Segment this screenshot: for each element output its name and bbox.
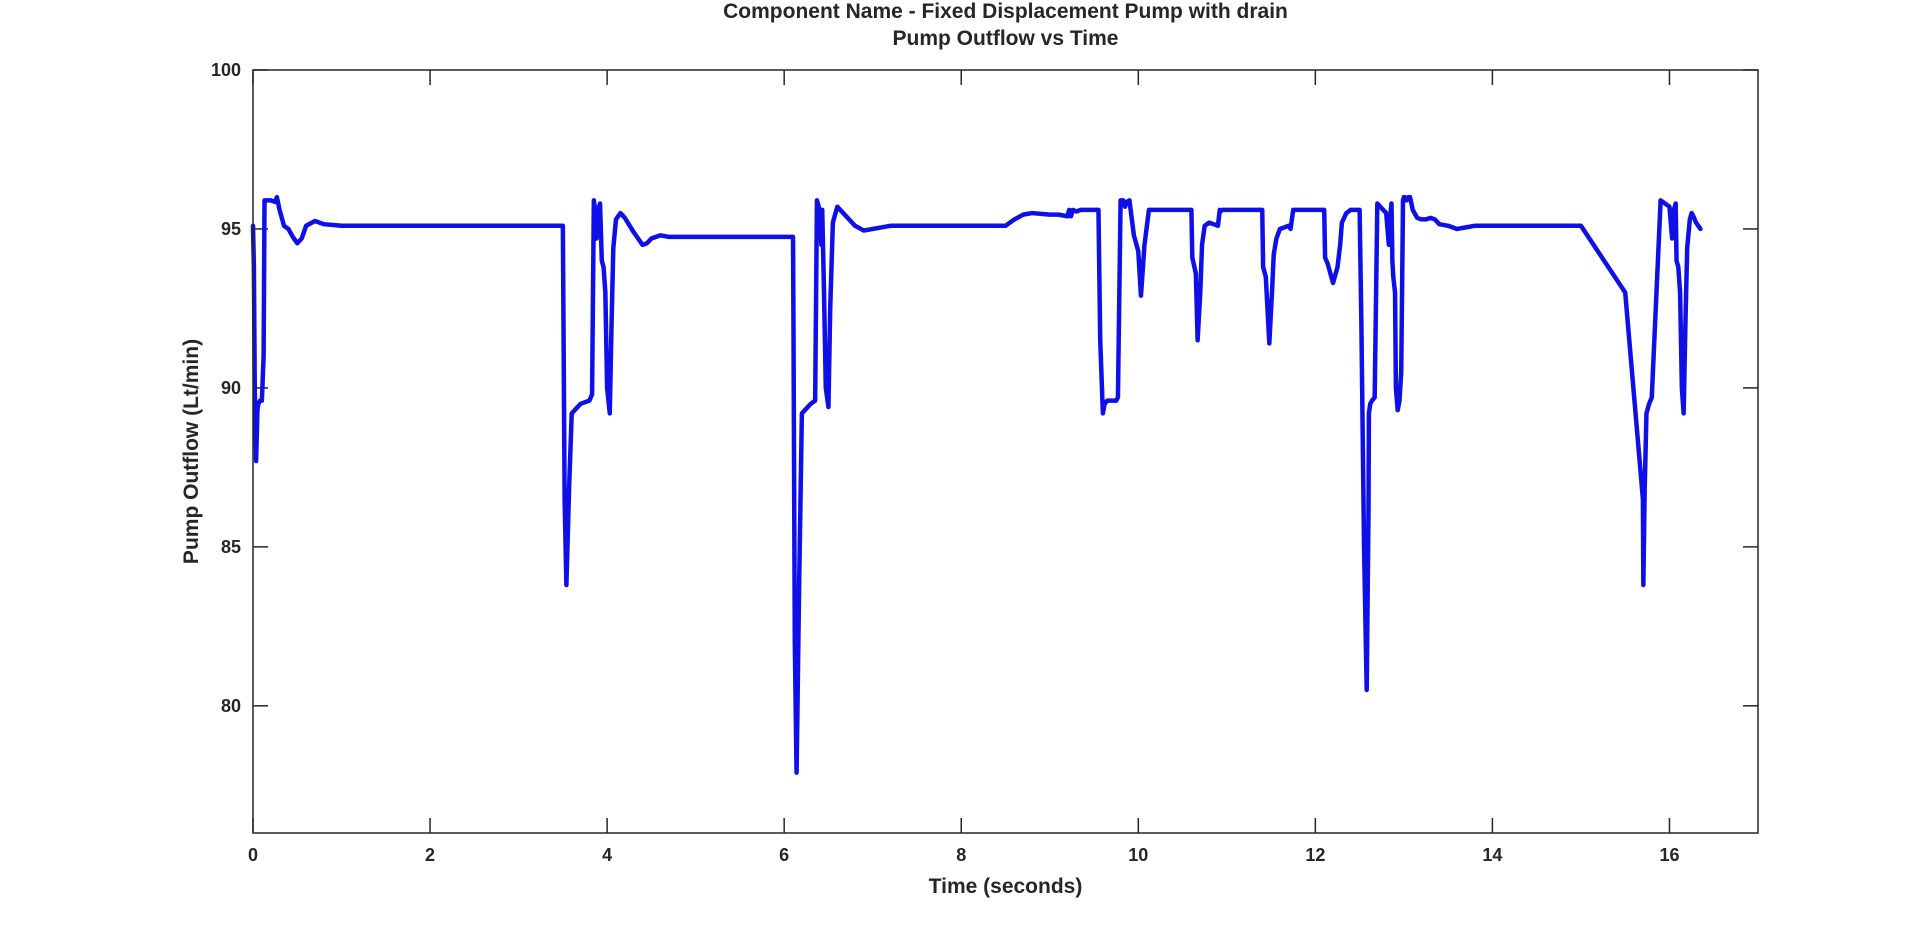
x-tick-labels: 0 2 4 6 8 10 12 14 16 bbox=[248, 845, 1679, 865]
x-tick-label: 2 bbox=[425, 845, 435, 865]
chart-subtitle: Pump Outflow vs Time bbox=[893, 27, 1119, 50]
plot-area bbox=[253, 70, 1758, 833]
x-tick-label: 10 bbox=[1128, 845, 1148, 865]
y-axis-label: Pump Outflow (Lt/min) bbox=[180, 339, 203, 564]
chart-title: Component Name - Fixed Displacement Pump… bbox=[723, 0, 1288, 23]
x-tick-label: 6 bbox=[779, 845, 789, 865]
y-tick-label: 100 bbox=[211, 60, 241, 80]
y-tick-labels: 80 85 90 95 100 bbox=[211, 60, 241, 716]
y-tick-label: 90 bbox=[221, 378, 241, 398]
x-tick-label: 14 bbox=[1482, 845, 1502, 865]
x-tick-label: 0 bbox=[248, 845, 258, 865]
x-tick-label: 4 bbox=[602, 845, 612, 865]
x-axis-label: Time (seconds) bbox=[929, 875, 1083, 898]
y-tick-label: 95 bbox=[221, 219, 241, 239]
y-tick-label: 80 bbox=[221, 696, 241, 716]
x-tick-label: 16 bbox=[1659, 845, 1679, 865]
y-tick-label: 85 bbox=[221, 537, 241, 557]
x-tick-label: 12 bbox=[1305, 845, 1325, 865]
x-tick-label: 8 bbox=[956, 845, 966, 865]
